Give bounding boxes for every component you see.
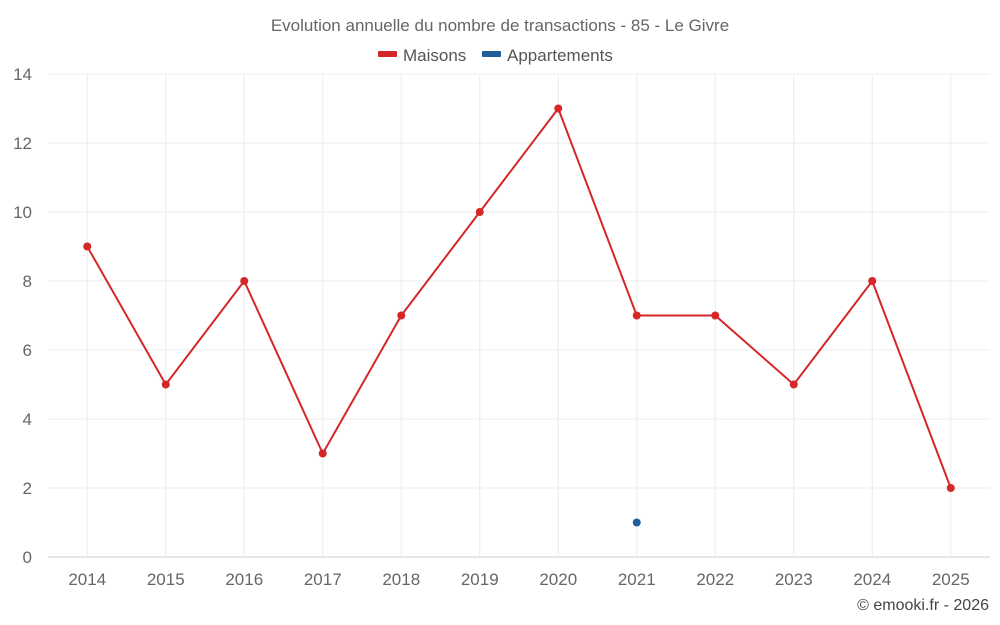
x-tick-label: 2014 <box>68 570 106 589</box>
series-layer <box>83 104 955 527</box>
x-tick-label: 2024 <box>853 570 891 589</box>
data-point-maisons[interactable] <box>397 311 406 320</box>
legend-label-maisons: Maisons <box>403 46 466 65</box>
data-point-maisons[interactable] <box>83 242 92 251</box>
data-point-maisons[interactable] <box>161 380 170 389</box>
y-tick-label: 12 <box>13 134 32 153</box>
data-point-maisons[interactable] <box>946 484 955 492</box>
x-tick-label: 2015 <box>147 570 185 589</box>
data-point-maisons[interactable] <box>868 277 877 285</box>
x-tick-label: 2017 <box>304 570 342 589</box>
data-point-maisons[interactable] <box>318 449 327 458</box>
data-point-maisons[interactable] <box>711 311 720 320</box>
legend: Maisons Appartements <box>378 46 613 65</box>
x-tick-label: 2022 <box>696 570 734 589</box>
legend-item-appartements[interactable]: Appartements <box>482 46 613 65</box>
credit-text: © emooki.fr - 2026 <box>857 597 989 614</box>
y-tick-label: 8 <box>23 272 32 291</box>
y-tick-label: 10 <box>13 203 32 222</box>
y-tick-label: 6 <box>23 341 32 360</box>
x-tick-label: 2019 <box>461 570 499 589</box>
series-line-maisons <box>86 107 952 489</box>
data-point-maisons[interactable] <box>554 104 563 113</box>
y-tick-label: 0 <box>23 548 32 567</box>
legend-item-maisons[interactable]: Maisons <box>378 46 466 65</box>
data-point-maisons[interactable] <box>632 311 641 320</box>
x-tick-label: 2023 <box>775 570 813 589</box>
x-axis: 2014 2015 2016 2017 2018 2019 2020 2021 2022 2023… <box>48 556 990 589</box>
data-point-maisons[interactable] <box>475 208 484 216</box>
grid <box>48 73 990 557</box>
legend-swatch-maisons <box>378 51 397 57</box>
x-tick-label: 2020 <box>539 570 577 589</box>
y-tick-label: 4 <box>23 410 32 429</box>
x-tick-label: 2016 <box>225 570 263 589</box>
data-point-maisons[interactable] <box>789 380 798 389</box>
y-tick-label: 14 <box>13 65 32 84</box>
data-point-maisons[interactable] <box>240 277 249 285</box>
legend-swatch-appartements <box>482 51 501 57</box>
data-point-appartements[interactable] <box>632 518 641 527</box>
y-tick-label: 2 <box>23 479 32 498</box>
y-axis: 0 2 4 6 8 10 12 14 <box>13 65 32 567</box>
x-tick-label: 2021 <box>618 570 656 589</box>
chart-title: Evolution annuelle du nombre de transact… <box>271 16 729 35</box>
legend-label-appartements: Appartements <box>507 46 613 65</box>
x-tick-label: 2018 <box>382 570 420 589</box>
x-tick-label: 2025 <box>932 570 970 589</box>
